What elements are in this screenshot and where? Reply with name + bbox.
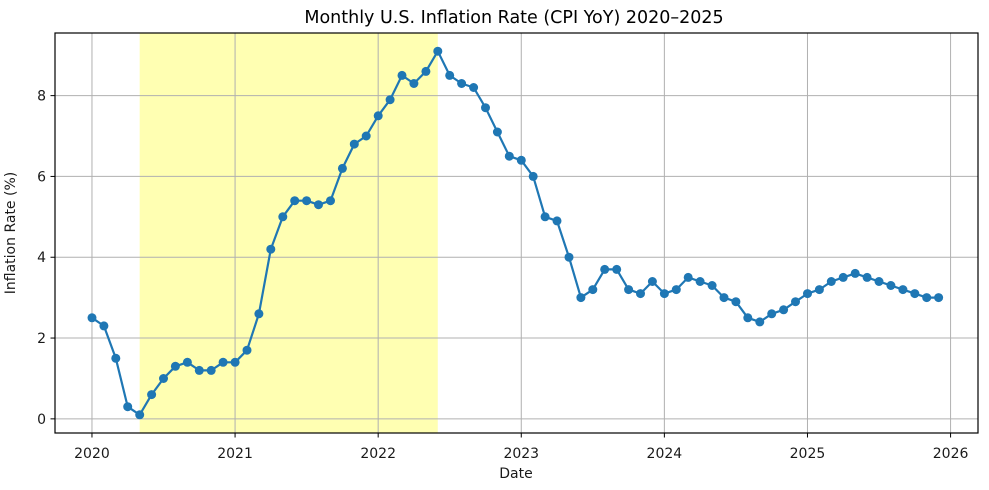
data-point xyxy=(159,374,168,383)
data-point xyxy=(373,111,383,121)
plot-border xyxy=(54,32,979,434)
data-point xyxy=(624,285,634,295)
data-point xyxy=(731,297,741,307)
data-point xyxy=(564,252,574,262)
x-tick-label: 2022 xyxy=(360,446,396,462)
data-point xyxy=(242,345,252,355)
data-point xyxy=(755,317,765,327)
data-point xyxy=(791,297,800,307)
data-point xyxy=(647,277,657,286)
data-point xyxy=(182,357,192,367)
data-point xyxy=(779,305,789,315)
data-point xyxy=(302,196,312,206)
y-tick-label: 6 xyxy=(37,169,46,185)
data-point xyxy=(600,264,610,274)
data-point xyxy=(147,390,157,400)
x-axis-label: Date xyxy=(499,466,532,482)
data-point xyxy=(290,196,300,206)
y-tick-label: 4 xyxy=(37,250,46,266)
data-point xyxy=(385,95,395,105)
chart-title: Monthly U.S. Inflation Rate (CPI YoY) 20… xyxy=(304,8,723,28)
data-point xyxy=(707,281,717,290)
data-point xyxy=(135,410,145,420)
data-point xyxy=(743,313,753,323)
data-point xyxy=(874,277,884,286)
data-point xyxy=(87,313,97,323)
data-point xyxy=(230,357,240,367)
data-point xyxy=(266,244,276,254)
data-point xyxy=(659,289,669,299)
data-point xyxy=(421,66,431,76)
x-tick-label: 2023 xyxy=(503,446,539,462)
x-tick-label: 2024 xyxy=(647,446,683,462)
data-point xyxy=(397,70,407,80)
data-point xyxy=(850,268,860,278)
data-point xyxy=(170,361,180,371)
chart-plot-area: 2020 2021 2022 2023 2024 2025 2026 0 2 4 6 8 xyxy=(37,32,979,462)
data-point xyxy=(719,293,729,303)
data-point xyxy=(910,289,920,299)
data-point xyxy=(922,293,932,303)
data-point xyxy=(349,139,359,149)
data-point xyxy=(826,277,836,286)
data-point xyxy=(934,293,944,303)
y-tick-label: 2 xyxy=(37,331,46,347)
data-point xyxy=(516,155,526,165)
data-point xyxy=(361,131,371,141)
data-point xyxy=(445,70,455,80)
x-tick-label: 2026 xyxy=(933,446,969,462)
data-point xyxy=(540,212,550,222)
data-point xyxy=(695,277,705,286)
data-point xyxy=(457,79,467,88)
x-tick-label: 2025 xyxy=(790,446,826,462)
data-point xyxy=(481,103,490,113)
data-point xyxy=(838,272,848,282)
data-point xyxy=(206,365,216,375)
data-point xyxy=(886,281,896,290)
data-point xyxy=(636,289,645,299)
data-point xyxy=(588,285,598,295)
data-point xyxy=(683,272,693,282)
y-tick-label: 8 xyxy=(37,89,46,105)
data-point xyxy=(433,46,443,56)
data-point xyxy=(612,264,622,274)
data-point xyxy=(278,212,288,222)
data-point xyxy=(576,293,586,303)
x-tick-label: 2020 xyxy=(74,446,110,462)
data-point xyxy=(326,196,335,206)
data-point xyxy=(111,353,121,363)
data-point xyxy=(803,289,812,299)
data-point xyxy=(123,402,133,412)
data-point xyxy=(492,127,502,137)
data-point xyxy=(862,272,872,282)
data-point xyxy=(314,200,323,210)
data-point xyxy=(814,285,824,295)
y-axis-label: Inflation Rate (%) xyxy=(3,172,19,294)
data-point xyxy=(898,285,908,295)
data-point xyxy=(767,309,777,319)
data-point xyxy=(552,216,562,226)
data-point xyxy=(409,79,419,88)
data-point xyxy=(528,171,538,181)
data-point xyxy=(218,357,228,367)
data-point xyxy=(194,365,204,375)
data-point xyxy=(671,285,681,295)
data-point xyxy=(99,321,109,331)
data-point xyxy=(254,309,264,319)
x-tick-label: 2021 xyxy=(217,446,253,462)
data-point xyxy=(469,83,479,92)
data-point xyxy=(504,151,514,161)
data-point xyxy=(337,163,347,173)
y-tick-label: 0 xyxy=(37,412,46,428)
